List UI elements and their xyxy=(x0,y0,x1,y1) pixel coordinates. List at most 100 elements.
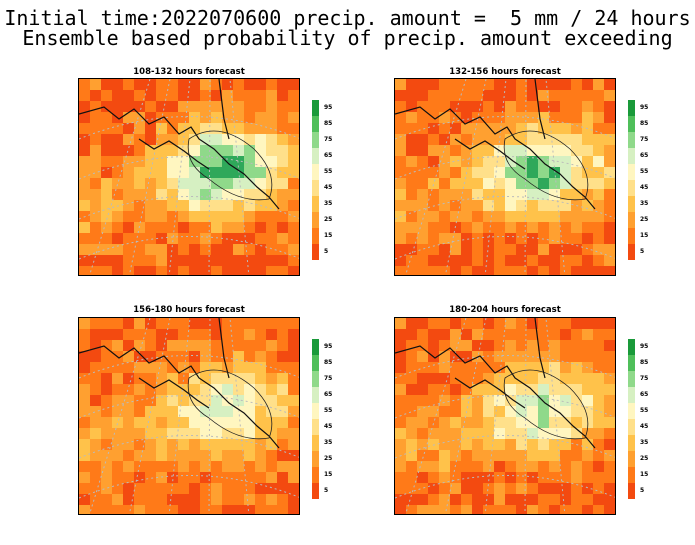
probability-cell xyxy=(483,255,495,267)
probability-cell xyxy=(439,101,451,113)
probability-cell xyxy=(549,439,561,451)
probability-cell xyxy=(244,318,256,330)
probability-cell xyxy=(134,189,146,201)
legend-label: 75 xyxy=(324,136,333,143)
probability-cell xyxy=(505,362,517,374)
probability-cell xyxy=(417,178,429,190)
probability-cell xyxy=(266,505,278,514)
probability-cell xyxy=(439,266,451,275)
chart-title-line2: Ensemble based probability of precip. am… xyxy=(22,26,673,50)
probability-cell xyxy=(167,90,179,102)
probability-cell xyxy=(461,266,473,275)
probability-cell xyxy=(593,222,605,234)
probability-cell xyxy=(244,233,256,245)
probability-cell xyxy=(461,189,473,201)
probability-cell xyxy=(200,505,212,514)
probability-cell xyxy=(450,189,462,201)
probability-cell xyxy=(112,244,124,256)
probability-cell xyxy=(79,505,91,514)
probability-cell xyxy=(255,145,267,157)
probability-cell xyxy=(527,79,539,91)
probability-cell xyxy=(494,244,506,256)
legend-swatch xyxy=(628,180,635,196)
probability-cell xyxy=(615,362,616,374)
probability-cell xyxy=(288,505,299,514)
probability-cell xyxy=(178,156,190,168)
probability-cell xyxy=(123,483,135,495)
probability-cell xyxy=(505,494,517,506)
probability-cell xyxy=(417,79,429,91)
probability-cell xyxy=(112,233,124,245)
probability-cell xyxy=(450,428,462,440)
probability-cell xyxy=(211,167,223,179)
probability-cell xyxy=(277,90,289,102)
probability-cell xyxy=(472,450,484,462)
probability-cell xyxy=(428,417,440,429)
probability-cell xyxy=(428,178,440,190)
probability-cell xyxy=(527,222,539,234)
probability-cell xyxy=(461,494,473,506)
probability-cell xyxy=(582,472,594,484)
probability-cell xyxy=(189,384,201,396)
probability-cell xyxy=(299,266,300,276)
probability-cell xyxy=(211,340,223,352)
probability-cell xyxy=(593,318,605,330)
probability-cell xyxy=(266,101,278,113)
probability-cell xyxy=(244,266,256,275)
probability-cell xyxy=(428,461,440,473)
probability-cell xyxy=(112,156,124,168)
probability-cell xyxy=(178,362,190,374)
legend-label: 15 xyxy=(640,232,649,239)
probability-cell xyxy=(266,439,278,451)
probability-cell xyxy=(395,266,407,275)
probability-cell xyxy=(461,395,473,407)
probability-cell xyxy=(582,505,594,514)
probability-cell xyxy=(189,439,201,451)
probability-cell xyxy=(233,145,245,157)
probability-cell xyxy=(527,373,539,385)
probability-cell xyxy=(123,200,135,212)
probability-cell xyxy=(255,329,267,341)
probability-cell xyxy=(527,266,539,275)
probability-cell xyxy=(200,255,212,267)
probability-cell xyxy=(494,156,506,168)
probability-cell xyxy=(615,134,616,146)
probability-cell xyxy=(417,156,429,168)
probability-cell xyxy=(200,362,212,374)
probability-cell xyxy=(494,178,506,190)
probability-cell xyxy=(483,505,495,514)
legend-swatch xyxy=(312,212,319,228)
probability-cell xyxy=(406,222,418,234)
probability-cell xyxy=(527,211,539,223)
panel-title-4: 180-204 hours forecast xyxy=(449,305,561,315)
probability-cell xyxy=(266,373,278,385)
probability-cell xyxy=(560,395,572,407)
probability-cell xyxy=(79,428,91,440)
probability-cell xyxy=(145,233,157,245)
probability-cell xyxy=(439,244,451,256)
probability-cell xyxy=(461,178,473,190)
probability-cell xyxy=(156,189,168,201)
probability-cell xyxy=(167,233,179,245)
probability-cell xyxy=(266,395,278,407)
probability-cell xyxy=(112,167,124,179)
legend-swatch xyxy=(628,435,635,451)
probability-cell xyxy=(101,373,113,385)
probability-cell xyxy=(156,428,168,440)
probability-cell xyxy=(288,483,299,495)
legend-label: 5 xyxy=(324,248,329,255)
probability-cell xyxy=(549,167,561,179)
probability-cell xyxy=(593,145,605,157)
probability-cell xyxy=(123,373,135,385)
probability-cell xyxy=(516,123,528,135)
probability-cell xyxy=(483,79,495,91)
probability-cell xyxy=(615,494,616,506)
probability-cell xyxy=(428,472,440,484)
probability-cell xyxy=(428,483,440,495)
probability-cell xyxy=(134,266,146,275)
probability-cell xyxy=(450,255,462,267)
probability-cell xyxy=(101,145,113,157)
probability-cell xyxy=(494,123,506,135)
probability-cell xyxy=(615,450,616,462)
probability-cell xyxy=(472,79,484,91)
